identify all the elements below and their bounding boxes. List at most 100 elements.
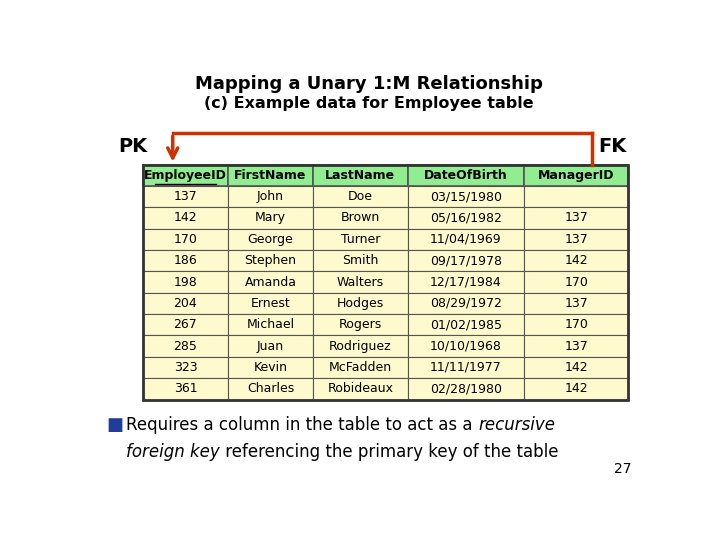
Bar — [313, 186, 408, 207]
Text: FirstName: FirstName — [234, 169, 307, 182]
Bar — [143, 335, 228, 357]
Bar — [313, 228, 408, 250]
Text: ManagerID: ManagerID — [538, 169, 615, 182]
Bar — [313, 207, 408, 228]
Text: 170: 170 — [174, 233, 197, 246]
Text: Walters: Walters — [337, 275, 384, 288]
Bar — [524, 357, 629, 378]
Text: 05/16/1982: 05/16/1982 — [430, 212, 502, 225]
Text: Kevin: Kevin — [253, 361, 287, 374]
Text: 27: 27 — [613, 462, 631, 476]
Bar — [228, 207, 313, 228]
Text: FK: FK — [598, 137, 627, 157]
Text: Doe: Doe — [348, 190, 373, 203]
Text: LastName: LastName — [325, 169, 395, 182]
Text: Mapping a Unary 1:M Relationship: Mapping a Unary 1:M Relationship — [195, 75, 543, 93]
Text: 03/15/1980: 03/15/1980 — [430, 190, 502, 203]
Text: Turner: Turner — [341, 233, 380, 246]
Text: Hodges: Hodges — [337, 297, 384, 310]
Text: 137: 137 — [174, 190, 197, 203]
Bar — [143, 293, 228, 314]
Bar — [228, 293, 313, 314]
Bar — [143, 165, 629, 400]
Text: 186: 186 — [174, 254, 197, 267]
Text: 323: 323 — [174, 361, 197, 374]
Text: 142: 142 — [564, 382, 588, 395]
Bar — [228, 186, 313, 207]
Bar — [313, 293, 408, 314]
Bar — [143, 228, 228, 250]
Bar — [143, 165, 228, 186]
Bar — [228, 357, 313, 378]
Bar — [524, 335, 629, 357]
Text: Amanda: Amanda — [245, 275, 297, 288]
Text: PK: PK — [119, 137, 148, 157]
Bar — [143, 207, 228, 228]
Text: George: George — [248, 233, 293, 246]
Text: 09/17/1978: 09/17/1978 — [430, 254, 502, 267]
Bar — [143, 250, 228, 272]
Text: 198: 198 — [174, 275, 197, 288]
Text: 10/10/1968: 10/10/1968 — [430, 340, 502, 353]
Text: 02/28/1980: 02/28/1980 — [430, 382, 502, 395]
Bar — [228, 378, 313, 400]
Text: 142: 142 — [564, 254, 588, 267]
Bar — [408, 165, 524, 186]
Text: Juan: Juan — [257, 340, 284, 353]
Bar — [313, 378, 408, 400]
Bar — [408, 378, 524, 400]
Text: Brown: Brown — [341, 212, 380, 225]
Text: (c) Example data for Employee table: (c) Example data for Employee table — [204, 96, 534, 111]
Bar — [143, 357, 228, 378]
Bar — [313, 165, 408, 186]
Bar — [524, 378, 629, 400]
Text: recursive: recursive — [478, 416, 555, 434]
Bar — [524, 228, 629, 250]
Text: 01/02/1985: 01/02/1985 — [430, 318, 502, 331]
Bar — [228, 228, 313, 250]
Text: 137: 137 — [564, 212, 588, 225]
Bar — [228, 272, 313, 293]
Text: 361: 361 — [174, 382, 197, 395]
Text: Ernest: Ernest — [251, 297, 290, 310]
Bar — [408, 357, 524, 378]
Bar — [524, 272, 629, 293]
Bar — [408, 335, 524, 357]
Bar — [313, 250, 408, 272]
Text: Rogers: Rogers — [338, 318, 382, 331]
Text: 170: 170 — [564, 318, 588, 331]
Text: Robideaux: Robideaux — [328, 382, 393, 395]
Bar — [143, 314, 228, 335]
Bar — [228, 165, 313, 186]
Text: 12/17/1984: 12/17/1984 — [430, 275, 502, 288]
Text: 204: 204 — [174, 297, 197, 310]
Text: DateOfBirth: DateOfBirth — [424, 169, 508, 182]
Text: EmployeeID: EmployeeID — [144, 169, 227, 182]
Bar — [524, 186, 629, 207]
Text: Smith: Smith — [342, 254, 379, 267]
Bar — [408, 250, 524, 272]
Text: 08/29/1972: 08/29/1972 — [430, 297, 502, 310]
Text: 137: 137 — [564, 233, 588, 246]
Text: 137: 137 — [564, 297, 588, 310]
Bar — [313, 314, 408, 335]
Text: ■: ■ — [107, 416, 124, 434]
Bar — [228, 250, 313, 272]
Text: 170: 170 — [564, 275, 588, 288]
Bar — [408, 314, 524, 335]
Text: 285: 285 — [174, 340, 197, 353]
Text: Stephen: Stephen — [245, 254, 297, 267]
Bar — [524, 314, 629, 335]
Bar — [228, 335, 313, 357]
Text: Rodriguez: Rodriguez — [329, 340, 392, 353]
Text: 267: 267 — [174, 318, 197, 331]
Bar — [408, 186, 524, 207]
Bar — [408, 293, 524, 314]
Text: 11/04/1969: 11/04/1969 — [430, 233, 502, 246]
Text: Mary: Mary — [255, 212, 286, 225]
Text: Charles: Charles — [247, 382, 294, 395]
Bar — [143, 186, 228, 207]
Bar — [313, 272, 408, 293]
Bar — [143, 378, 228, 400]
Text: Michael: Michael — [246, 318, 294, 331]
